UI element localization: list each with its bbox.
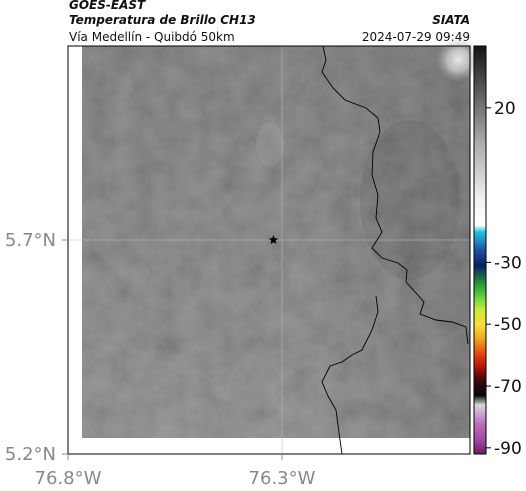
colorbar-segment <box>474 280 486 297</box>
colorbar-tick-label: -70 <box>494 377 522 397</box>
colorbar-tick-label: -90 <box>494 439 522 459</box>
colorbar-segment <box>474 324 486 341</box>
map-frame <box>67 45 471 455</box>
colorbar-segment <box>474 265 486 282</box>
colorbar-segment <box>474 250 486 266</box>
colorbar-segment <box>474 441 486 455</box>
colorbar-segment <box>474 379 486 396</box>
colorbar-segment <box>474 138 486 202</box>
route-label: Vía Medellín - Quibdó 50km <box>69 30 235 44</box>
colorbar-segment <box>474 355 486 368</box>
colorbar-tick-label: -50 <box>494 315 522 335</box>
department-boundary <box>321 45 469 455</box>
colorbar-segment <box>474 339 486 356</box>
colorbar-segment <box>474 404 486 424</box>
colorbar-frame <box>473 45 487 455</box>
lon-tick-label: 76.3°W <box>249 468 316 489</box>
colorbar-segment <box>474 296 486 310</box>
colorbar-segment <box>474 200 486 226</box>
lat-tick-label: 5.7°N <box>5 230 56 251</box>
satellite-title: GOES-EAST <box>69 0 146 12</box>
colorbar-segment <box>474 225 486 232</box>
agency-label: SIATA <box>432 13 470 27</box>
colorbar-segment <box>474 367 486 381</box>
datetime-label: 2024-07-29 09:49 <box>361 30 470 44</box>
satellite-image <box>82 38 480 438</box>
colorbar-tick-label: 20 <box>494 99 516 119</box>
colorbar-segment <box>474 46 486 140</box>
product-title: Temperatura de Brillo CH13 <box>69 13 256 27</box>
location-star-marker <box>268 235 279 245</box>
colorbar-tick-label: -30 <box>494 253 522 273</box>
colorbar-segment <box>474 395 486 406</box>
lon-tick-label: 76.8°W <box>35 468 102 489</box>
colorbar-segment <box>474 423 486 443</box>
colorbar-segment <box>474 231 486 251</box>
lat-tick-label: 5.2°N <box>5 444 56 465</box>
colorbar-segment <box>474 308 486 325</box>
